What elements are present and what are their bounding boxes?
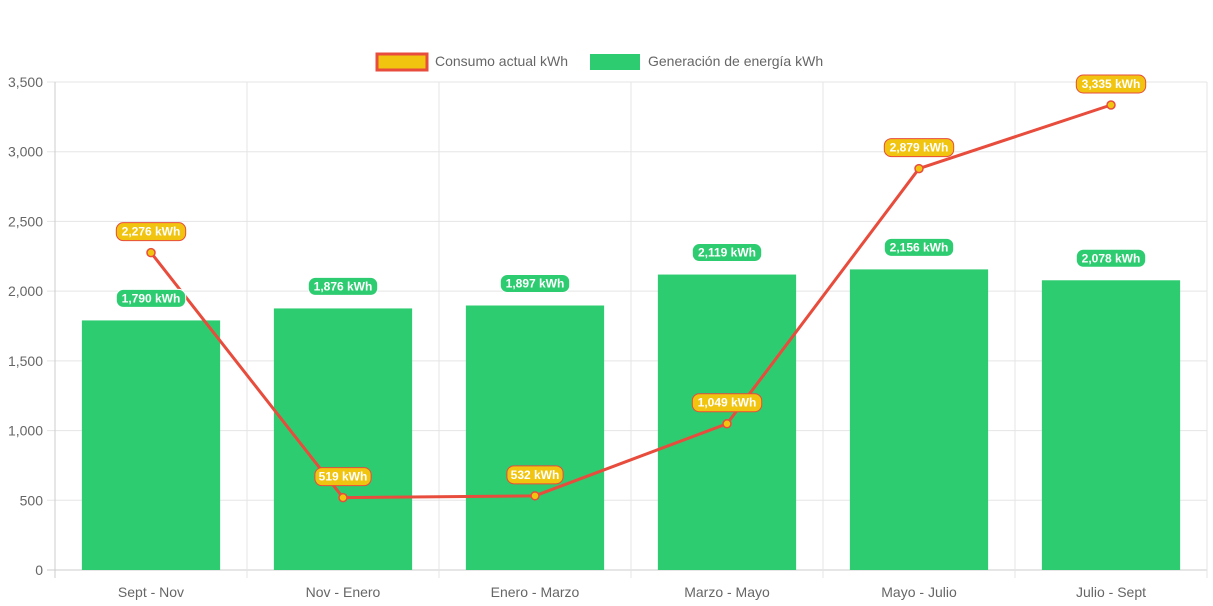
data-label-generacion-bg: [307, 276, 379, 296]
y-tick-label: 3,000: [8, 144, 43, 160]
x-tick-label: Enero - Marzo: [491, 584, 580, 600]
point-consumo[interactable]: [914, 163, 924, 174]
data-label-consumo-bg: [1075, 74, 1147, 94]
data-label-consumo-bg: [506, 465, 564, 485]
point-consumo[interactable]: [530, 491, 540, 501]
bars: [81, 269, 1181, 570]
data-label-generacion: 1,897 kWh: [499, 274, 571, 294]
legend: Consumo actual kWh Generación de energía…: [375, 52, 823, 72]
data-label-generacion: 1,790 kWh: [115, 288, 187, 308]
data-label-generacion: 2,119 kWh: [691, 243, 763, 263]
x-tick-label: Marzo - Mayo: [684, 584, 770, 600]
y-tick-label: 2,000: [8, 283, 43, 299]
data-label-consumo-bg: [115, 222, 187, 242]
y-tick-label: 500: [20, 492, 44, 508]
point-consumo[interactable]: [722, 418, 732, 429]
bar-generacion[interactable]: [1041, 280, 1181, 570]
data-label-generacion-text: 1,790 kWh: [122, 291, 181, 305]
data-label-generacion-bg: [883, 237, 955, 257]
data-label-consumo-text: 3,335 kWh: [1082, 77, 1141, 91]
data-label-consumo-bg: [883, 138, 955, 158]
data-label-consumo: 3,335 kWh: [1075, 74, 1147, 94]
data-label-consumo-text: 2,879 kWh: [890, 141, 949, 155]
data-label-generacion: 1,876 kWh: [307, 276, 379, 296]
data-label-generacion: 2,078 kWh: [1075, 248, 1147, 268]
point-consumo[interactable]: [338, 492, 348, 503]
line-consumo[interactable]: [149, 103, 1112, 500]
y-tick-label: 2,500: [8, 213, 43, 229]
data-label-consumo: 519 kWh: [314, 467, 372, 487]
legend-label-generacion[interactable]: Generación de energía kWh: [648, 53, 823, 69]
x-tick-label: Sept - Nov: [118, 584, 184, 600]
y-tick-label: 1,000: [8, 423, 43, 439]
data-label-generacion-text: 2,156 kWh: [890, 240, 949, 254]
y-tick-label: 0: [35, 562, 43, 578]
point-consumo[interactable]: [146, 247, 156, 258]
y-tick-label: 1,500: [8, 353, 43, 369]
y-tick-label: 3,500: [8, 74, 43, 90]
legend-label-consumo[interactable]: Consumo actual kWh: [435, 53, 568, 69]
data-label-consumo-bg: [691, 393, 763, 413]
data-label-consumo-text: 519 kWh: [319, 470, 368, 484]
data-label-consumo: 1,049 kWh: [691, 393, 763, 413]
data-label-consumo: 532 kWh: [506, 465, 564, 485]
data-label-consumo-text: 1,049 kWh: [698, 396, 757, 410]
data-label-consumo-bg: [314, 467, 372, 487]
bar-generacion[interactable]: [465, 305, 605, 570]
data-label-generacion-text: 1,876 kWh: [314, 279, 373, 293]
axis-ticks: 0 500 1,000 1,500 2,000 2,500 3,000 3,500 Sept -…: [8, 74, 1146, 600]
data-label-consumo: 2,276 kWh: [115, 222, 187, 242]
data-labels: 1,790 kWh 1,876 kWh 1,897 kWh 2,119 kWh 2,15…: [115, 74, 1147, 487]
data-label-generacion-text: 2,119 kWh: [698, 246, 756, 260]
bar-generacion[interactable]: [273, 308, 413, 570]
bar-generacion[interactable]: [81, 320, 221, 570]
point-consumo[interactable]: [1106, 100, 1116, 110]
data-label-generacion-bg: [691, 243, 763, 263]
x-tick-label: Mayo - Julio: [881, 584, 957, 600]
data-label-consumo: 2,879 kWh: [883, 138, 955, 158]
legend-swatch-consumo[interactable]: [375, 52, 429, 72]
x-tick-label: Julio - Sept: [1076, 584, 1146, 600]
bar-generacion[interactable]: [849, 269, 989, 570]
data-label-consumo-text: 2,276 kWh: [122, 225, 181, 239]
legend-swatch-generacion[interactable]: [590, 54, 640, 70]
data-label-generacion: 2,156 kWh: [883, 237, 955, 257]
data-label-generacion-text: 1,897 kWh: [506, 277, 565, 291]
data-label-generacion-bg: [1075, 248, 1147, 268]
data-label-generacion-bg: [499, 274, 571, 294]
grid: [47, 81, 1208, 578]
data-label-generacion-text: 2,078 kWh: [1082, 251, 1141, 265]
line-series: [146, 100, 1116, 503]
x-tick-label: Nov - Enero: [306, 584, 381, 600]
data-label-consumo-text: 532 kWh: [511, 468, 560, 482]
data-label-generacion-bg: [115, 288, 187, 308]
